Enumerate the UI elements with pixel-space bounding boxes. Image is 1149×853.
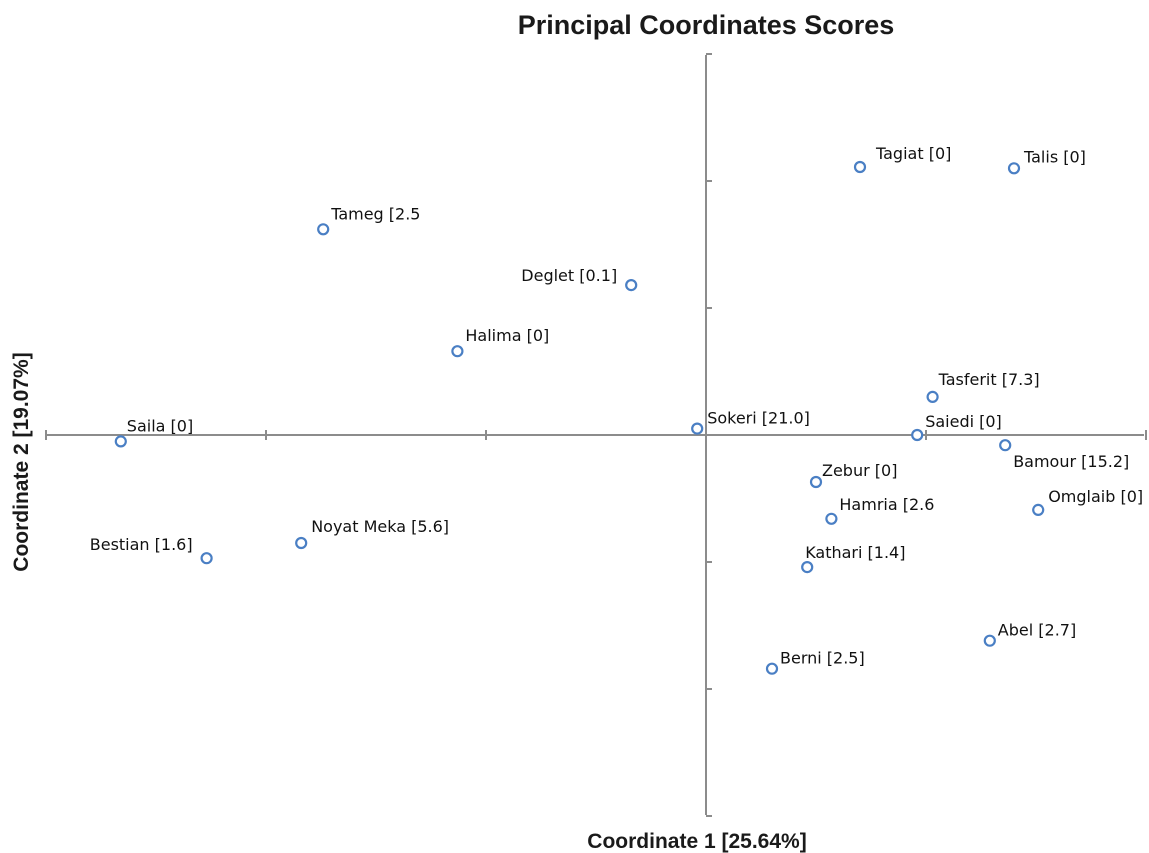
- data-label: Talis [0]: [1023, 147, 1086, 166]
- data-label: Abel [2.7]: [998, 621, 1076, 640]
- data-point: [317, 223, 330, 236]
- data-label: Bamour [15.2]: [1013, 452, 1129, 471]
- data-point: [809, 475, 823, 489]
- data-label: Tasferit [7.3]: [938, 370, 1040, 389]
- data-point: [200, 552, 213, 565]
- data-label: Deglet [0.1]: [521, 266, 617, 285]
- data-label: Noyat Meka [5.6]: [311, 517, 449, 536]
- data-label: Omglaib [0]: [1048, 487, 1143, 506]
- data-label: Tameg [2.5: [330, 204, 420, 223]
- data-label: Sokeri [21.0]: [707, 409, 810, 428]
- data-point: [801, 560, 814, 574]
- x-axis-title: Coordinate 1 [25.64%]: [587, 830, 806, 853]
- data-label: Saila [0]: [127, 416, 193, 435]
- data-point: [625, 279, 638, 292]
- data-point: [691, 422, 704, 435]
- y-axis-title: Coordinate 2 [19.07%]: [10, 352, 33, 571]
- data-point: [911, 428, 924, 442]
- data-point: [1007, 162, 1021, 175]
- data-point: [295, 536, 308, 550]
- data-label: Berni [2.5]: [780, 649, 865, 668]
- data-point: [1032, 503, 1045, 516]
- data-point: [451, 345, 464, 358]
- data-point: [853, 160, 867, 174]
- chart-title: Principal Coordinates Scores: [518, 10, 895, 40]
- data-point: [825, 512, 838, 525]
- data-point: [114, 435, 127, 448]
- data-point: [926, 390, 939, 403]
- data-point: [765, 662, 779, 675]
- data-label: Halima [0]: [465, 326, 549, 345]
- data-label: Zebur [0]: [822, 461, 897, 480]
- data-points: Tagiat [0] Talis [0] Tameg [2.5 Deglet [0.1…: [90, 144, 1143, 675]
- axis-ticks: [45, 53, 1147, 817]
- data-label: Saiedi [0]: [925, 412, 1002, 431]
- data-point: [999, 439, 1012, 452]
- data-label: Hamria [2.6: [839, 495, 934, 514]
- data-label: Bestian [1.6]: [90, 535, 193, 554]
- data-label: Kathari [1.4]: [805, 543, 905, 562]
- axes: [45, 53, 1147, 817]
- data-label: Tagiat [0]: [875, 144, 951, 163]
- data-point: [983, 634, 996, 647]
